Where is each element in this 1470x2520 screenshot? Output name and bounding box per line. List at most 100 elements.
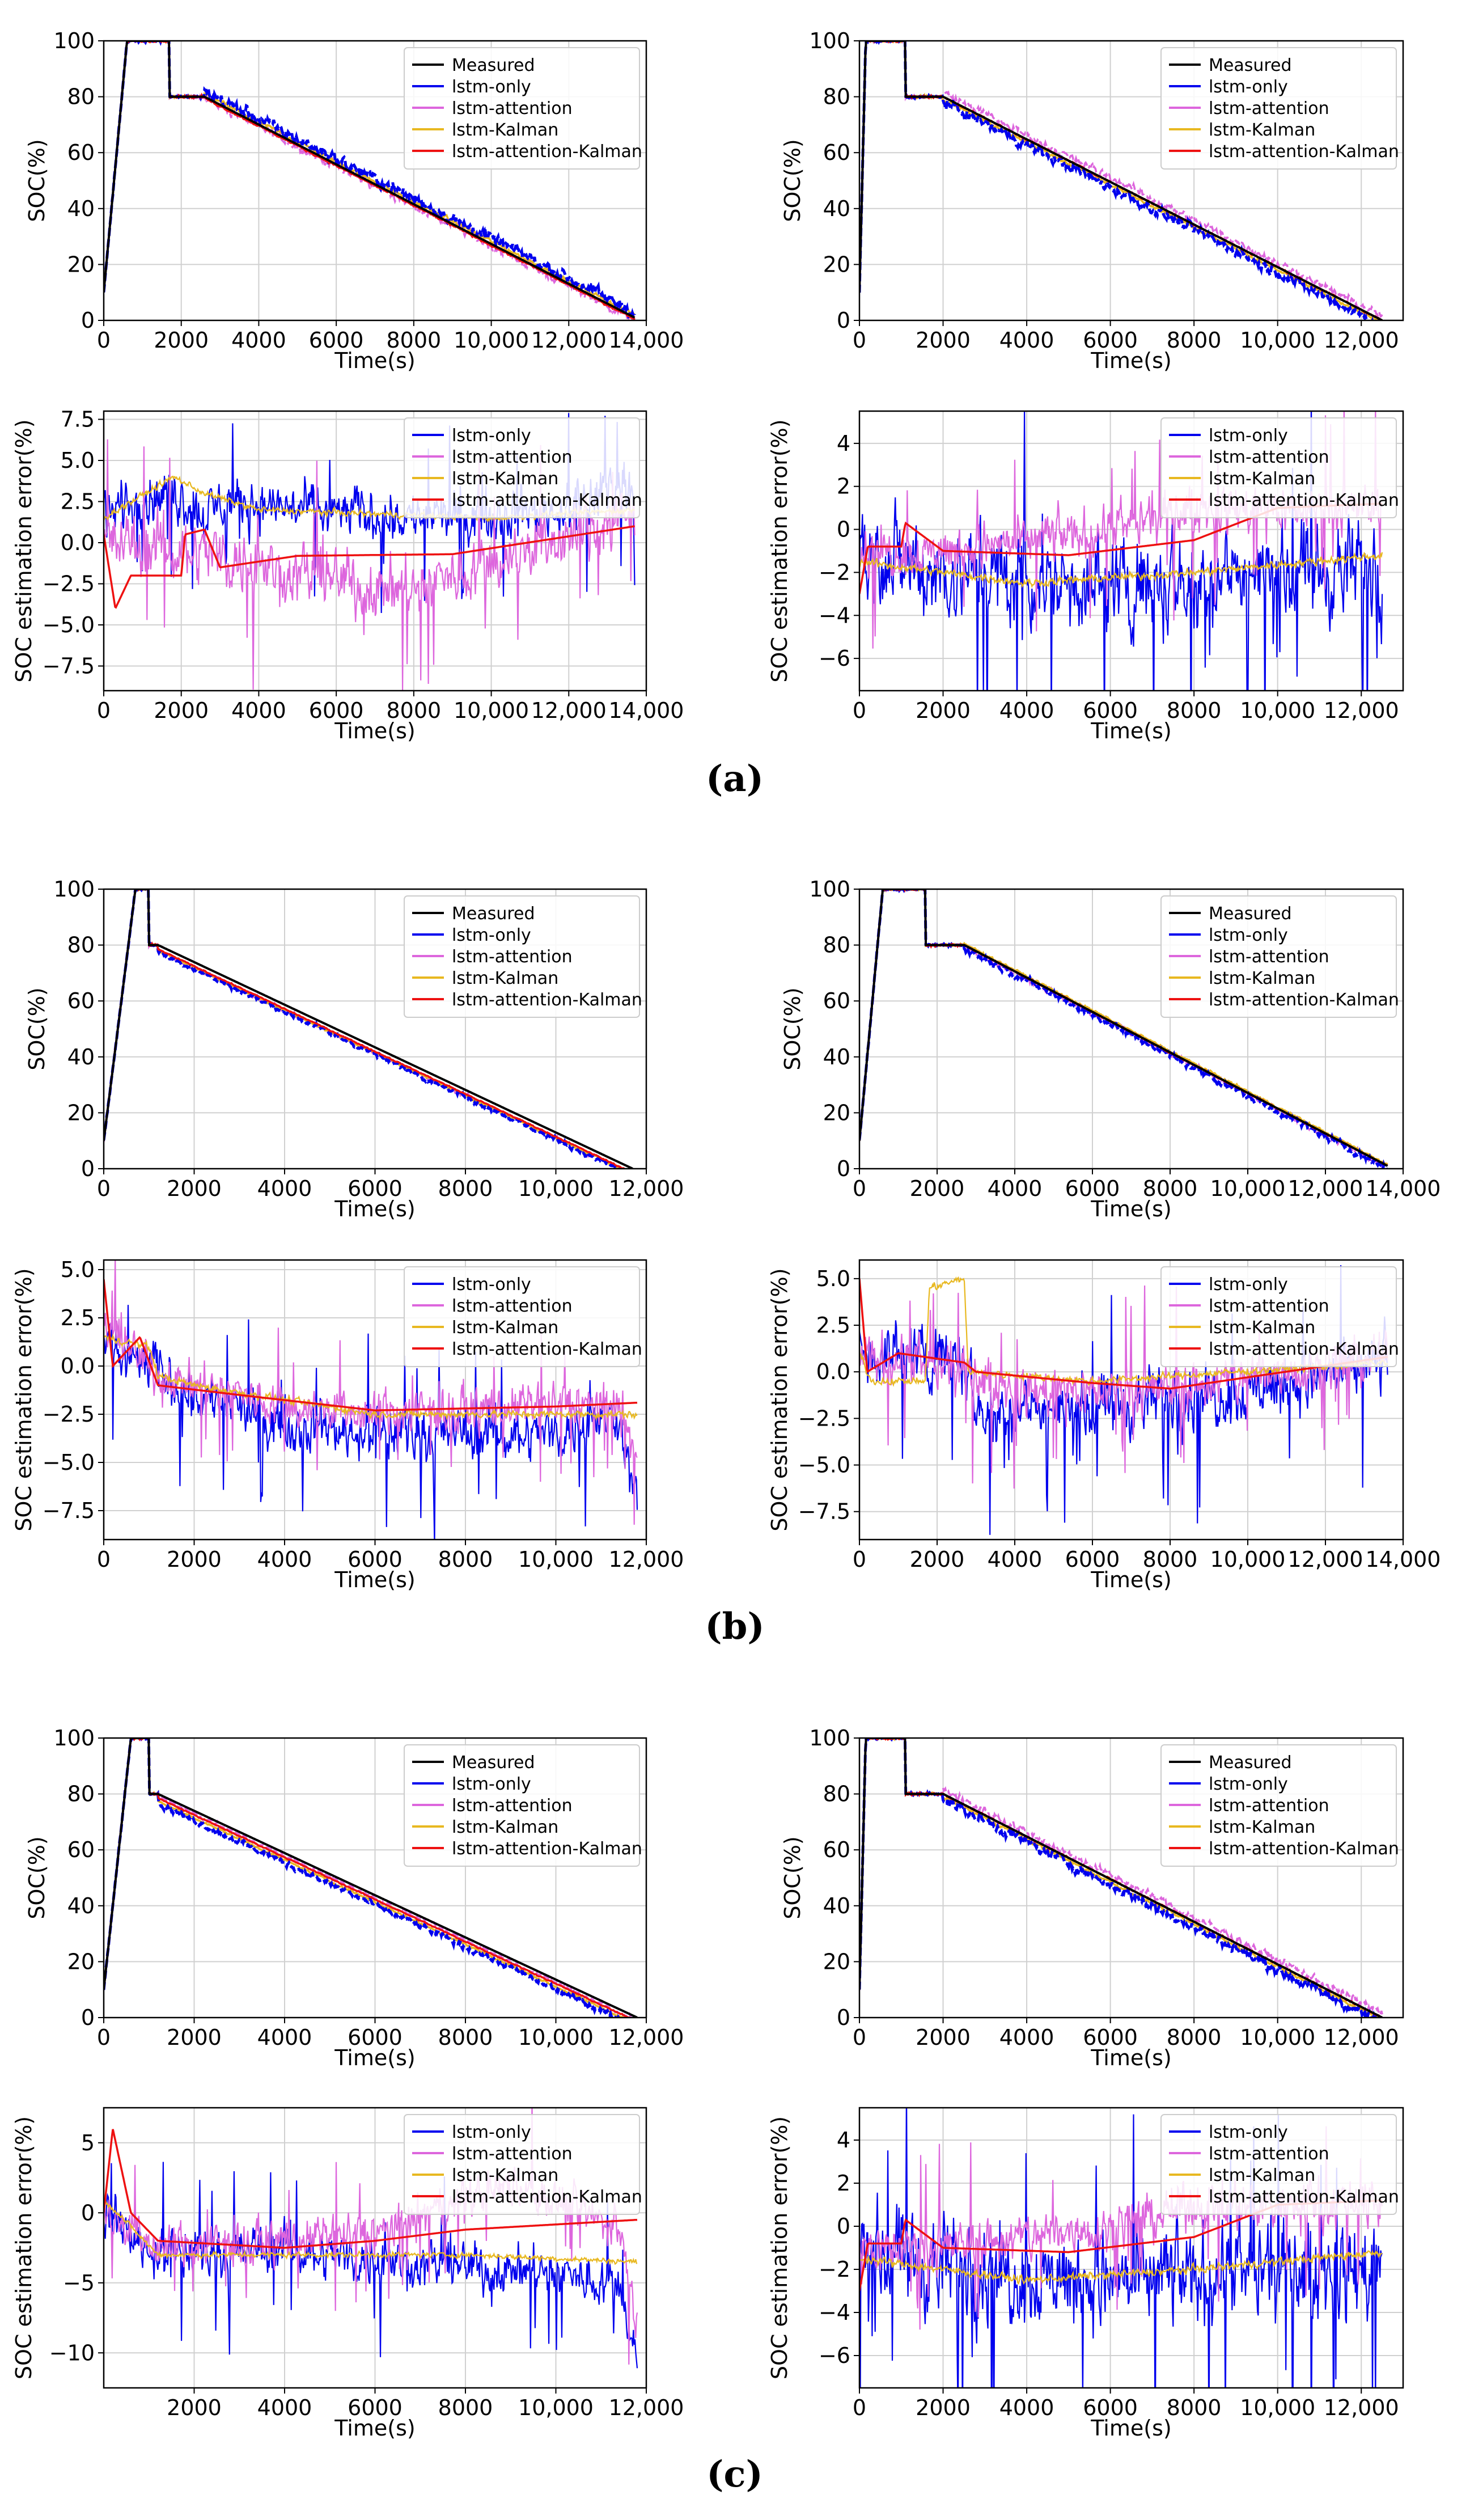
y-tick-label: 80	[823, 933, 850, 958]
y-tick-label: 80	[67, 933, 95, 958]
y-tick-label: 20	[67, 1949, 95, 1974]
legend-label: lstm-only	[452, 925, 531, 945]
y-tick-label: 0	[837, 2214, 850, 2239]
chart-a-left-soc: 0 2000 4000 6000 8000 10,000 12,000 14,000 0 20 40…	[24, 28, 684, 373]
legend-box	[1160, 1744, 1397, 1867]
x-tick-label: 4000	[999, 698, 1054, 723]
x-tick-label: 8000	[386, 698, 441, 723]
x-tick-label: 14,000	[609, 698, 684, 723]
legend-box	[404, 1744, 640, 1867]
legend-label: lstm-Kalman	[1209, 1318, 1315, 1338]
x-tick-label: 6000	[1083, 328, 1138, 353]
lstm-attention-kalman-line	[104, 2129, 638, 2249]
legend-label: lstm-Kalman	[1209, 469, 1315, 489]
lstm-kalman-line	[859, 2250, 1383, 2285]
lstm-kalman-line	[104, 2197, 638, 2265]
lstm-only-line	[859, 2108, 1383, 2388]
legend-box	[1160, 2114, 1397, 2215]
legend-label: lstm-attention-Kalman	[1209, 1339, 1399, 1359]
legend-label: lstm-Kalman	[1209, 120, 1315, 140]
series-group	[104, 1738, 638, 2018]
x-tick-label: 10,000	[454, 698, 529, 723]
x-tick-label: 10,000	[1210, 1176, 1286, 1201]
y-tick-label: 5	[81, 2130, 95, 2155]
legend-box	[404, 2114, 640, 2215]
x-tick-label: 4000	[999, 2395, 1054, 2420]
x-tick-label: 4000	[257, 2025, 312, 2050]
x-tick-label: 8000	[1167, 2025, 1222, 2050]
x-tick-label: 10,000	[1210, 1547, 1286, 1572]
x-tick-label: 12,000	[1324, 2395, 1399, 2420]
legend-label: lstm-attention	[452, 1296, 573, 1316]
y-axis-label: SOC(%)	[24, 1836, 49, 1919]
x-tick-label: 0	[97, 698, 111, 723]
legend-label: lstm-Kalman	[452, 969, 558, 988]
y-tick-label: −7.5	[43, 654, 95, 679]
x-tick-label: 6000	[348, 1547, 403, 1572]
x-tick-label: 4000	[257, 1176, 312, 1201]
lstm-only-line	[104, 1305, 638, 1540]
y-axis-label: SOC(%)	[780, 139, 805, 222]
x-axis-label: Time(s)	[334, 1196, 415, 1221]
plot-frame	[858, 1737, 1404, 2019]
x-tick-label: 2000	[910, 1176, 965, 1201]
series-group	[104, 41, 636, 320]
y-tick-label: 2.5	[61, 489, 95, 514]
legend-label: Measured	[1209, 1753, 1292, 1773]
y-tick-label: 80	[67, 84, 95, 109]
legend-label: lstm-only	[1209, 2122, 1288, 2142]
legend-label: lstm-attention-Kalman	[1209, 990, 1399, 1010]
x-tick-label: 10,000	[518, 2025, 594, 2050]
legend-label: lstm-only	[452, 2122, 531, 2142]
x-tick-label: 0	[853, 698, 866, 723]
x-tick-label: 4000	[999, 328, 1054, 353]
x-tick-label: 8000	[438, 2395, 493, 2420]
legend-label: lstm-attention	[452, 2144, 573, 2164]
x-tick-label: 10,000	[518, 1176, 594, 1201]
series-group	[859, 889, 1388, 1169]
x-tick-label: 10,000	[518, 1547, 594, 1572]
y-tick-label: 20	[67, 1100, 95, 1125]
x-axis-label: Time(s)	[1090, 2045, 1171, 2070]
x-tick-label: 4000	[999, 2025, 1054, 2050]
legend-label: lstm-attention	[1209, 447, 1329, 467]
y-tick-label: −5	[63, 2270, 95, 2295]
series-group	[859, 41, 1383, 320]
chart-a-right-err: 0 2000 4000 6000 8000 10,000 12,000 −6 −4 −2 0 2 4 Ti…	[767, 410, 1404, 743]
measured-line	[859, 41, 1383, 320]
legend-label: lstm-Kalman	[452, 1318, 558, 1338]
y-tick-label: 20	[67, 252, 95, 277]
x-tick-label: 4000	[257, 1547, 312, 1572]
legend-label: lstm-only	[1209, 1275, 1288, 1295]
y-tick-label: −2.5	[43, 1402, 95, 1427]
y-tick-label: 80	[823, 84, 850, 109]
y-tick-label: 100	[809, 28, 850, 53]
x-tick-label: 4000	[231, 698, 286, 723]
y-tick-label: 0	[81, 308, 95, 333]
y-tick-label: 40	[67, 1045, 95, 1069]
y-tick-label: 100	[809, 877, 850, 902]
legend-label: lstm-attention-Kalman	[452, 1839, 642, 1859]
y-tick-label: 0	[81, 1156, 95, 1181]
legend-box	[1160, 417, 1397, 518]
y-tick-label: −4	[819, 603, 850, 628]
x-tick-label: 0	[97, 328, 111, 353]
x-tick-label: 10,000	[454, 328, 529, 353]
plot-frame	[103, 40, 647, 322]
x-axis-label: Time(s)	[1090, 718, 1171, 743]
chart-c-right-soc: 0 2000 4000 6000 8000 10,000 12,000 0 20 40 60 80 10…	[780, 1726, 1404, 2070]
lstm-kalman-line	[859, 551, 1383, 589]
y-tick-label: −5.0	[43, 1450, 95, 1475]
y-tick-label: 100	[53, 28, 95, 53]
legend-label: lstm-Kalman	[1209, 2166, 1315, 2185]
y-tick-label: 5.0	[61, 1257, 95, 1282]
legend-box	[404, 47, 640, 170]
x-tick-label: 8000	[1143, 1547, 1198, 1572]
legend-label: lstm-attention-Kalman	[1209, 1839, 1399, 1859]
y-tick-label: 40	[823, 1893, 850, 1918]
plot-frame	[858, 1259, 1404, 1541]
legend-label: lstm-attention	[1209, 2144, 1329, 2164]
legend-label: lstm-Kalman	[452, 469, 558, 489]
